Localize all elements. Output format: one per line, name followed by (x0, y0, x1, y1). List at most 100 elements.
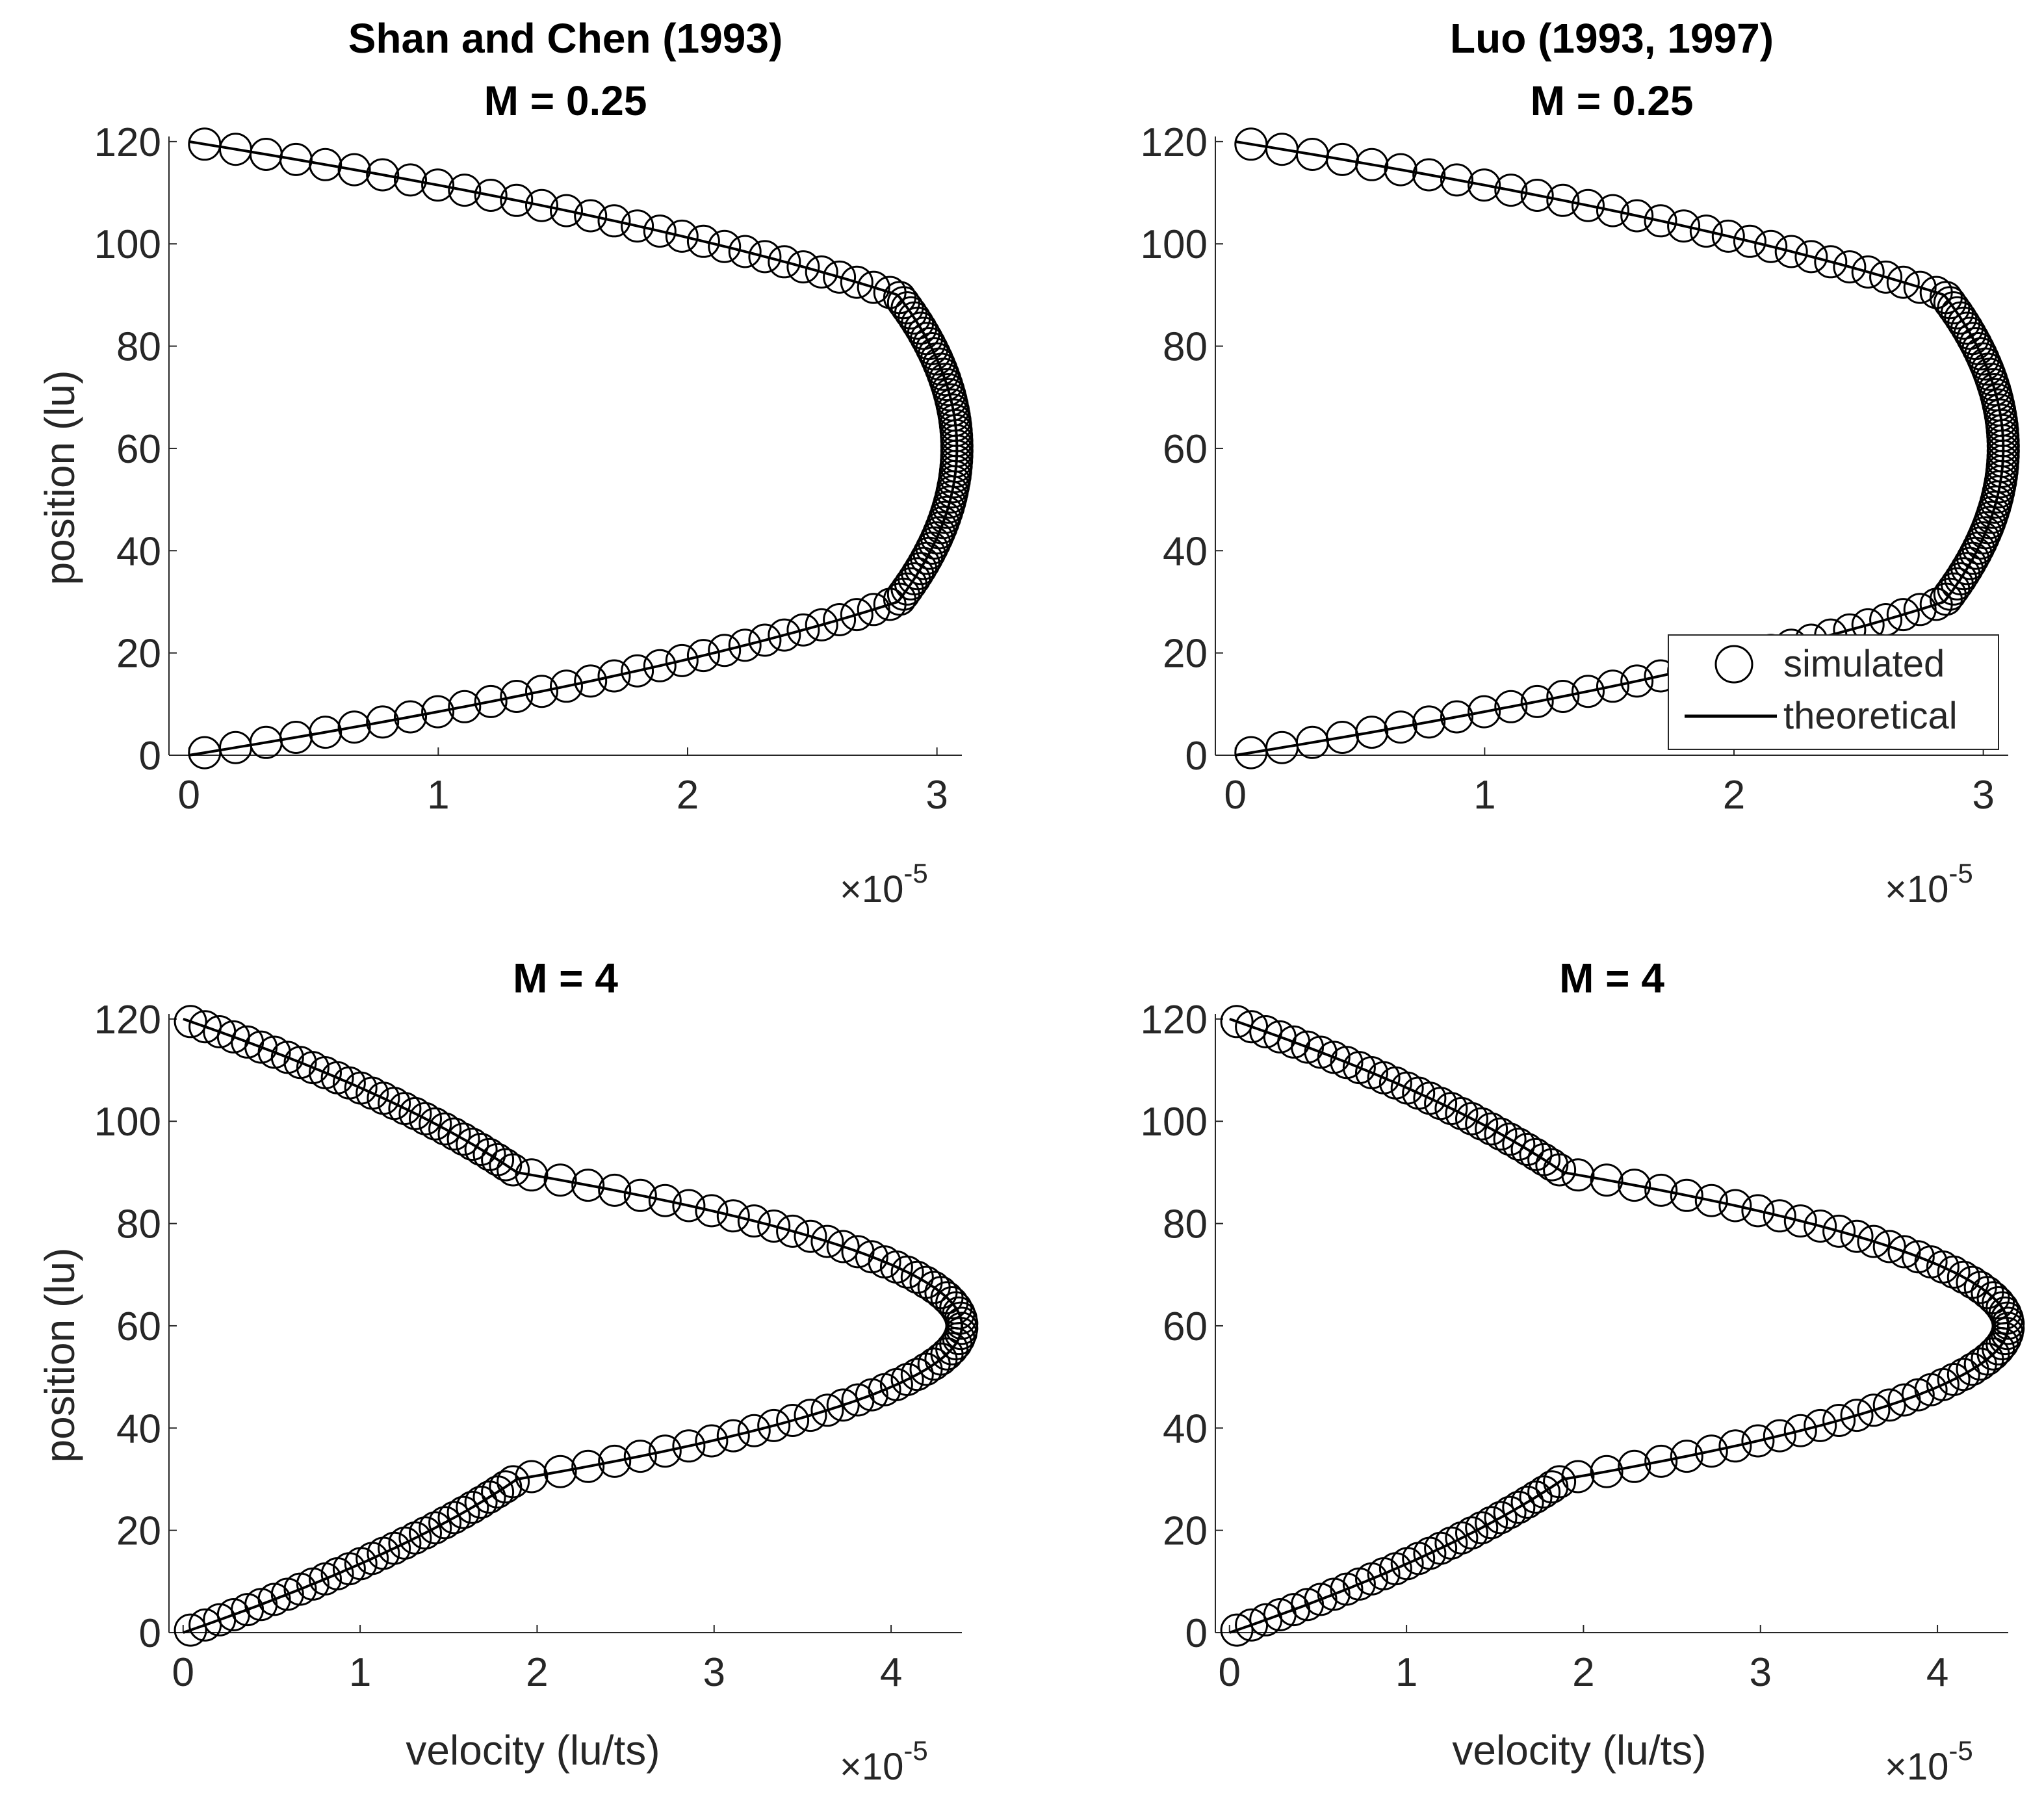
simulated-point (366, 158, 400, 192)
simulated-point (574, 664, 608, 698)
simulated-point (857, 270, 890, 304)
simulated-point (1596, 669, 1629, 703)
simulated-point (643, 214, 677, 248)
simulated-point (1572, 188, 1605, 222)
simulated-point (571, 1449, 605, 1483)
simulated-point (1833, 250, 1867, 284)
simulated-point (409, 1102, 442, 1135)
x-tick-label: 2 (526, 1650, 548, 1695)
x-tick-label: 2 (677, 773, 699, 818)
simulated-point (174, 1613, 207, 1647)
simulated-point (1502, 1490, 1536, 1524)
simulated-point (716, 1199, 750, 1233)
simulated-point (805, 608, 838, 641)
simulated-point (1804, 1408, 1837, 1442)
simulated-point (1718, 1429, 1752, 1463)
simulated-point (1644, 204, 1677, 238)
simulated-point (500, 183, 534, 217)
simulated-point (1851, 255, 1885, 289)
y-tick-label: 20 (1163, 1509, 1208, 1554)
simulated-point (708, 229, 742, 263)
simulated-point (1741, 1424, 1775, 1458)
simulated-point (1546, 183, 1580, 217)
y-tick-label: 80 (1163, 1202, 1208, 1247)
x-exponent-label: ×10-5 (1885, 858, 1973, 911)
simulated-point (448, 690, 482, 723)
x-tick-label: 2 (1572, 1650, 1594, 1695)
y-tick-label: 40 (116, 529, 161, 574)
simulated-point (1956, 1265, 1989, 1299)
simulated-point (437, 1117, 471, 1151)
simulated-point (1961, 332, 1995, 365)
simulated-point (1886, 598, 1920, 632)
simulated-point (909, 1265, 943, 1299)
simulated-point (748, 623, 782, 657)
simulated-point (1901, 1240, 1935, 1274)
simulated-point (1468, 695, 1501, 729)
simulated-point (489, 1148, 523, 1182)
simulated-point (623, 1178, 657, 1212)
simulated-point (474, 684, 508, 718)
simulated-point (1774, 235, 1808, 268)
simulated-point (1822, 1404, 1856, 1437)
x-tick-label: 1 (1473, 773, 1495, 818)
y-tick-label: 60 (116, 427, 161, 472)
simulated-point (472, 1137, 506, 1171)
simulated-point (515, 1158, 549, 1192)
simulated-point (1959, 327, 1993, 361)
simulated-point (904, 552, 938, 586)
x-exponent-label: ×10-5 (840, 1735, 928, 1788)
simulated-point (686, 224, 720, 258)
simulated-point (840, 598, 873, 632)
simulated-point (1689, 214, 1723, 248)
simulated-point (394, 163, 427, 197)
simulated-point (1618, 1169, 1651, 1202)
simulated-point (366, 705, 400, 739)
simulated-point (1822, 1214, 1856, 1248)
simulated-point (574, 199, 608, 233)
panel-title: M = 4 (1559, 955, 1664, 1002)
simulated-point (805, 255, 838, 289)
simulated-point (1561, 1460, 1595, 1494)
simulated-point (621, 654, 654, 688)
legend-label: theoretical (1783, 695, 1958, 737)
simulated-point (1919, 276, 1953, 309)
y-tick-label: 120 (94, 120, 161, 165)
simulated-point (728, 628, 762, 662)
simulated-point (446, 1122, 480, 1156)
simulated-point (1694, 1434, 1728, 1468)
x-tick-label: 0 (1224, 773, 1246, 818)
simulated-point (1475, 1506, 1508, 1540)
y-tick-label: 0 (139, 734, 161, 779)
simulated-point (1857, 1224, 1891, 1258)
simulated-point (497, 1465, 530, 1499)
simulated-point (623, 1440, 657, 1473)
simulated-point (1620, 199, 1654, 233)
y-tick-label: 0 (1185, 734, 1208, 779)
simulated-point (257, 1583, 291, 1616)
simulated-point (786, 613, 820, 647)
y-tick-label: 20 (1163, 632, 1208, 677)
y-tick-label: 40 (1163, 1406, 1208, 1451)
simulated-point (1711, 219, 1745, 253)
simulated-point (1235, 1010, 1269, 1044)
simulated-point (1484, 1117, 1518, 1151)
simulated-point (1963, 1271, 1997, 1304)
simulated-point (409, 1516, 442, 1550)
simulated-point (1384, 153, 1417, 187)
simulated-point (571, 1169, 605, 1202)
simulated-point (203, 1015, 237, 1048)
simulated-point (748, 240, 782, 274)
legend-entry-theoretical: theoretical (1669, 690, 1998, 742)
simulated-point (1440, 163, 1473, 197)
simulated-point (823, 260, 857, 294)
simulated-point (398, 1521, 432, 1555)
x-tick-label: 1 (349, 1650, 371, 1695)
simulated-point (935, 1332, 969, 1365)
y-tick-label: 60 (1163, 427, 1208, 472)
simulated-point (1572, 675, 1605, 708)
simulated-point (481, 1143, 515, 1176)
simulated-point (737, 1414, 771, 1447)
x-exponent-label: ×10-5 (840, 858, 928, 911)
